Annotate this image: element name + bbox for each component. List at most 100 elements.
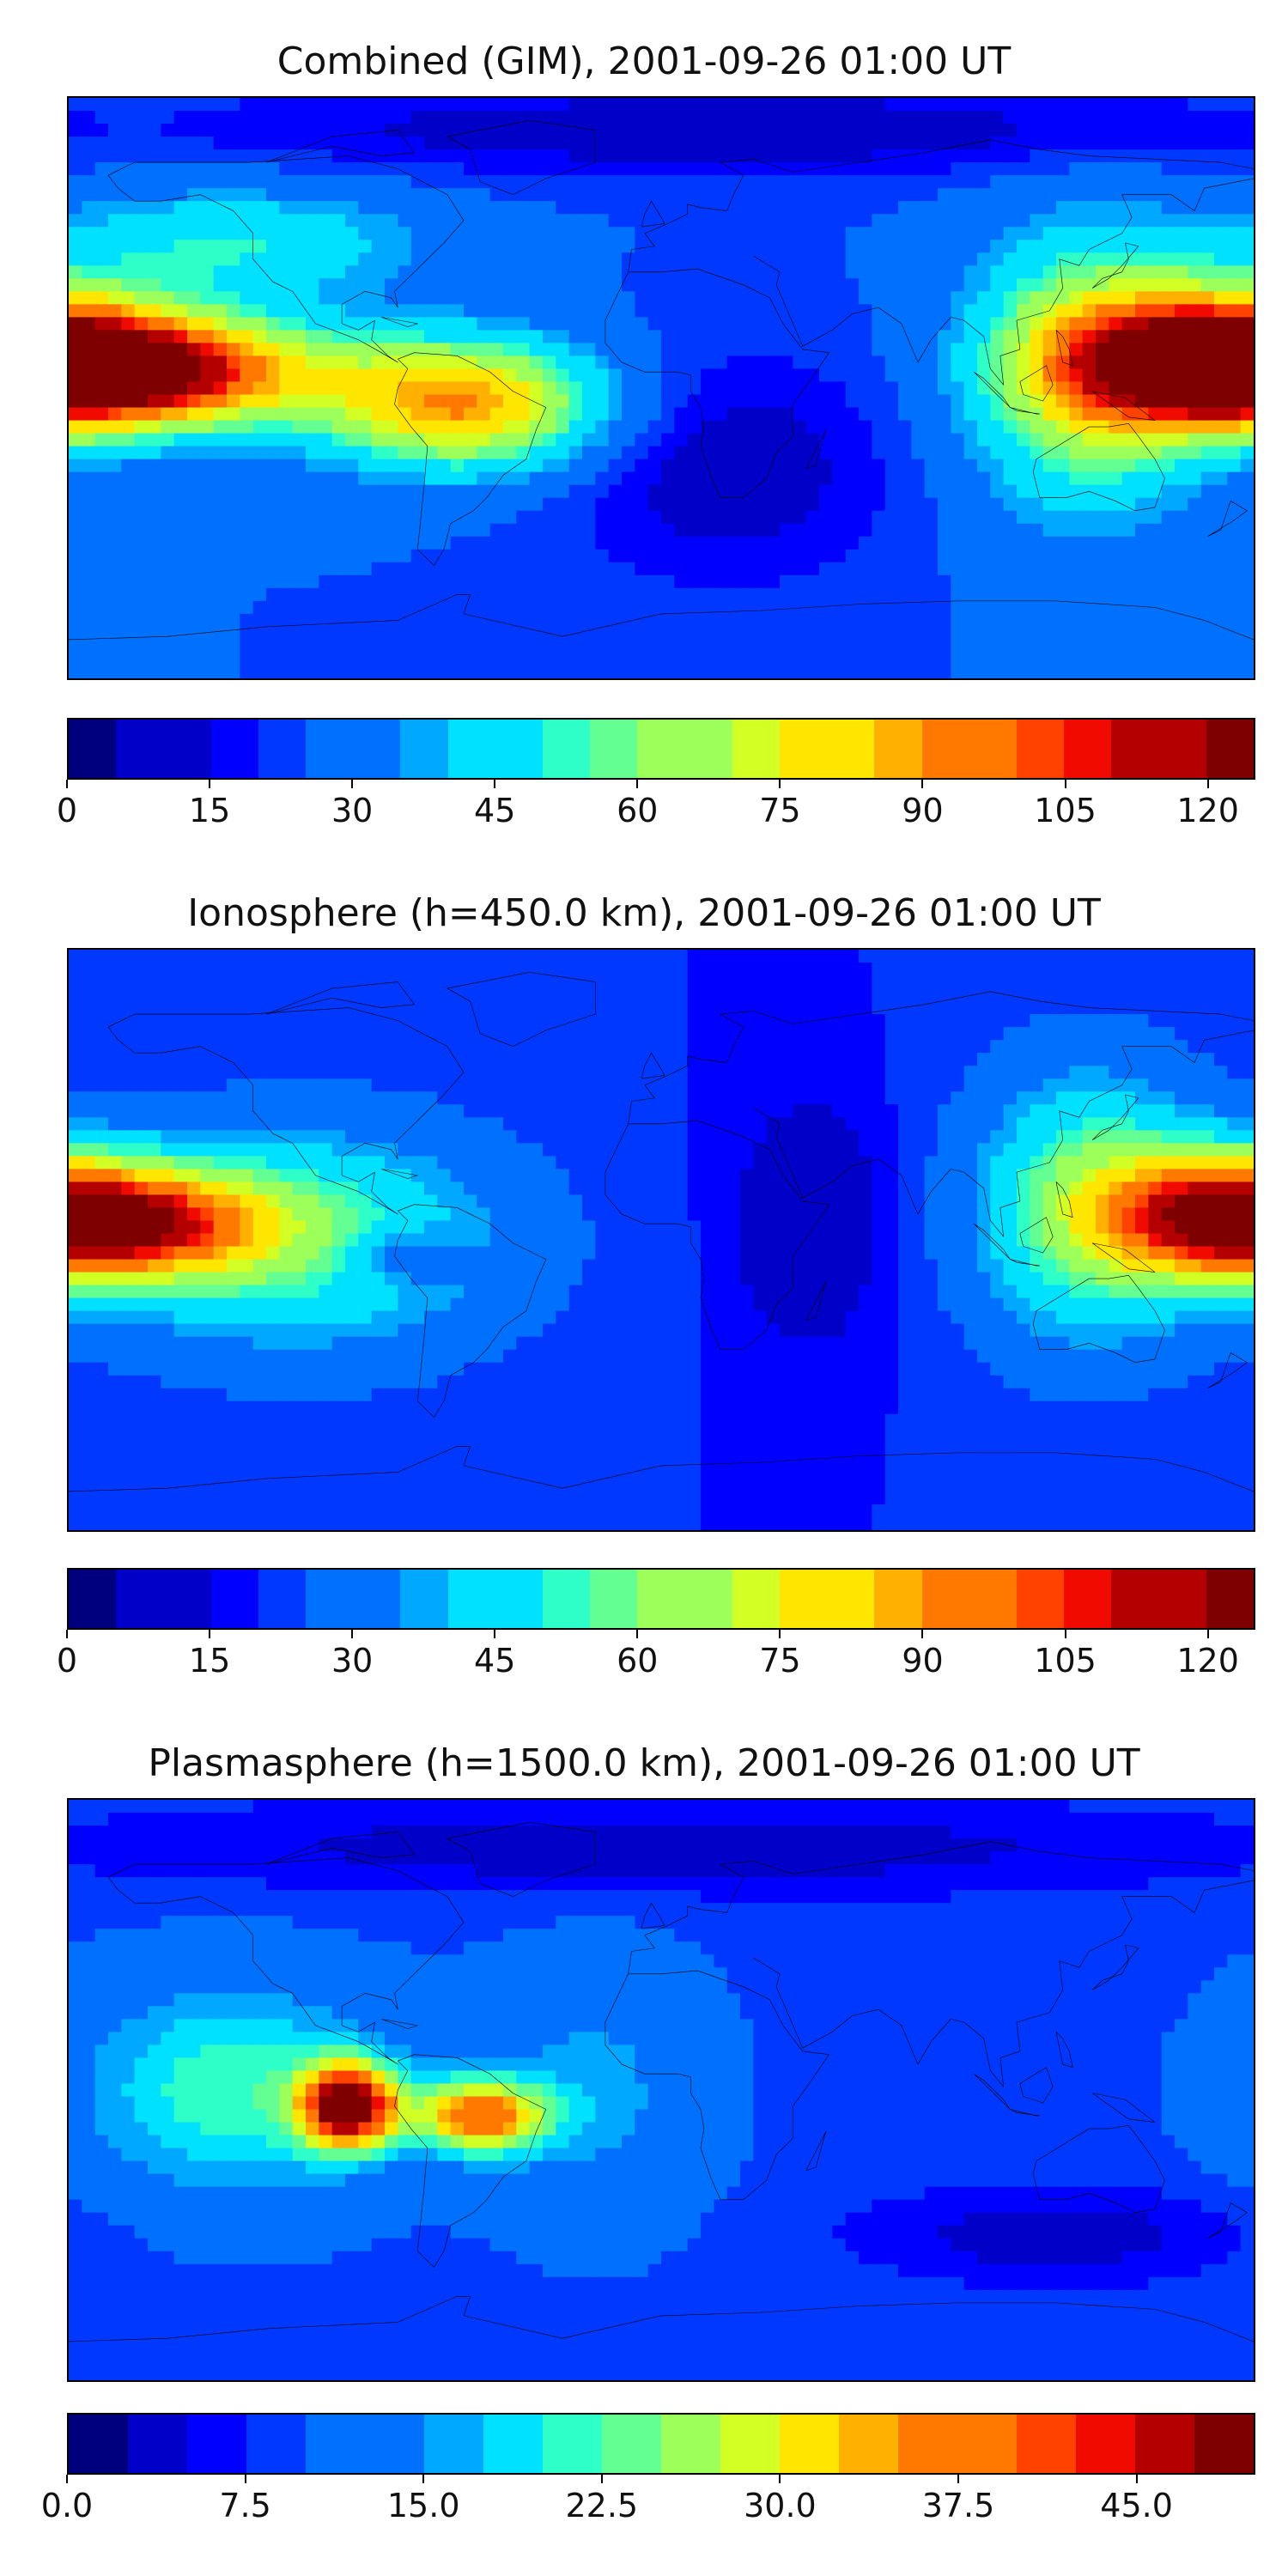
heatmap-cell [805, 227, 820, 240]
colorbar-level [732, 720, 781, 778]
colorbar-tick-label: 0 [56, 792, 78, 829]
heatmap-cell [687, 149, 702, 163]
heatmap-cell [635, 98, 649, 112]
colorbar-level [684, 720, 732, 778]
heatmap-cell [1214, 188, 1229, 202]
heatmap-cell [134, 381, 149, 396]
heatmap-cell [845, 343, 860, 357]
heatmap-cell [1200, 278, 1215, 293]
heatmap-cell [82, 227, 96, 240]
heatmap-cell [200, 304, 215, 319]
heatmap-cell [424, 149, 439, 163]
colorbar-level [921, 720, 969, 778]
heatmap-cell [213, 278, 228, 293]
heatmap-cell [859, 291, 873, 306]
heatmap-cell [279, 214, 294, 228]
heatmap-cell [766, 368, 781, 383]
heatmap-cell [582, 201, 597, 215]
heatmap-cell [464, 330, 478, 344]
heatmap-cell [94, 111, 109, 125]
heatmap-cell [898, 252, 913, 267]
heatmap-cell [977, 188, 992, 202]
heatmap-cell [477, 355, 491, 370]
heatmap-cell [977, 265, 992, 280]
heatmap-cell [793, 330, 807, 344]
heatmap-cell [780, 98, 794, 112]
heatmap-cell [134, 368, 149, 383]
heatmap-cell [240, 162, 254, 176]
heatmap-cell [635, 124, 649, 137]
heatmap-cell [1109, 111, 1123, 125]
heatmap-cell [780, 188, 794, 202]
heatmap-cell [898, 317, 913, 331]
heatmap-cell [319, 252, 333, 267]
heatmap-cell [1056, 162, 1071, 176]
heatmap-cell [753, 227, 768, 240]
heatmap-cell [963, 227, 978, 240]
heatmap-cell [345, 343, 360, 357]
heatmap-cell [568, 137, 583, 150]
heatmap-cell [1056, 175, 1071, 189]
heatmap-cell [1188, 227, 1202, 240]
heatmap-cell [1188, 201, 1202, 215]
heatmap-cell [450, 137, 465, 150]
heatmap-cell [1214, 355, 1229, 370]
heatmap-cell [173, 278, 188, 293]
heatmap-cell [385, 381, 399, 396]
heatmap-cell [543, 162, 557, 176]
heatmap-cell [819, 149, 834, 163]
heatmap-cell [898, 175, 913, 189]
heatmap-cell [1042, 188, 1057, 202]
heatmap-cell [898, 111, 913, 125]
heatmap-cell [371, 214, 386, 228]
heatmap-cell [331, 201, 346, 215]
heatmap-cell [543, 214, 557, 228]
heatmap-cell [489, 265, 504, 280]
heatmap-cell [398, 343, 412, 357]
heatmap-cell [319, 98, 333, 112]
heatmap-cell [1135, 162, 1150, 176]
heatmap-cell [279, 252, 294, 267]
heatmap-cell [805, 201, 820, 215]
heatmap-cell [595, 252, 610, 267]
heatmap-cell [227, 343, 241, 357]
heatmap-cell [529, 252, 544, 267]
heatmap-cell [1240, 149, 1254, 163]
heatmap-cell [1135, 252, 1150, 267]
heatmap-cell [556, 265, 570, 280]
heatmap-cell [1200, 343, 1215, 357]
heatmap-cell [331, 304, 346, 319]
heatmap-cell [1175, 368, 1189, 383]
heatmap-cell [714, 111, 728, 125]
heatmap-cell [1056, 111, 1071, 125]
heatmap-cell [740, 368, 755, 383]
heatmap-cell [1200, 317, 1215, 331]
heatmap-cell [938, 111, 952, 125]
heatmap-cell [134, 227, 149, 240]
heatmap-cell [661, 265, 676, 280]
heatmap-cell [1069, 252, 1084, 267]
heatmap-cell [1135, 227, 1150, 240]
heatmap-cell [358, 98, 373, 112]
heatmap-cell [503, 111, 518, 125]
heatmap-cell [148, 381, 162, 396]
heatmap-cell [1069, 265, 1084, 280]
heatmap-cell [1214, 98, 1229, 112]
colorbar-level [258, 720, 307, 778]
heatmap-cell [543, 240, 557, 254]
heatmap-cell [740, 304, 755, 319]
heatmap-cell [173, 175, 188, 189]
heatmap-cell [398, 201, 412, 215]
heatmap-cell [173, 330, 188, 344]
heatmap-cell [1003, 98, 1018, 112]
heatmap-cell [319, 188, 333, 202]
heatmap-cell [516, 227, 531, 240]
heatmap-cell [134, 124, 149, 137]
heatmap-cell [793, 149, 807, 163]
heatmap-cell [319, 304, 333, 319]
heatmap-cell [701, 291, 715, 306]
heatmap-cell [1175, 111, 1189, 125]
heatmap-cell [859, 214, 873, 228]
heatmap-cell [1175, 214, 1189, 228]
heatmap-cell [898, 137, 913, 150]
